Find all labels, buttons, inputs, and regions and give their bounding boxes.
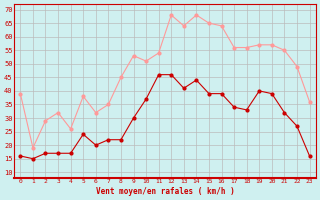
X-axis label: Vent moyen/en rafales ( km/h ): Vent moyen/en rafales ( km/h ) — [96, 187, 234, 196]
